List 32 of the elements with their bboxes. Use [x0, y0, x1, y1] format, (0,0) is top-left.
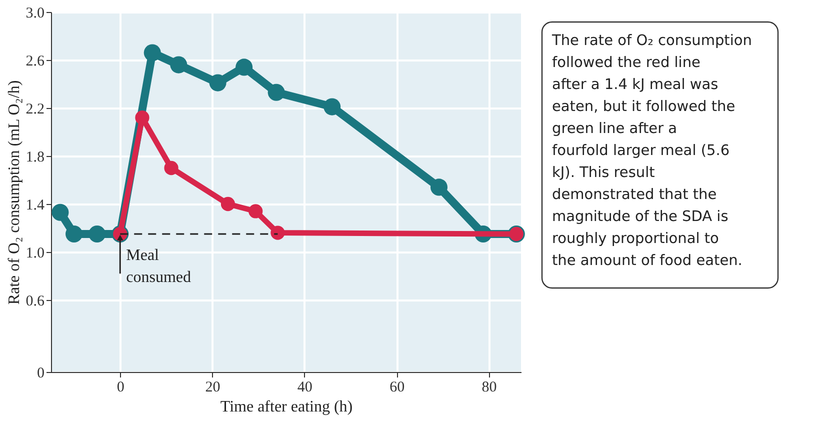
y-tick-label: 0	[37, 366, 44, 382]
x-tick-label: 80	[482, 380, 497, 396]
point	[52, 204, 69, 221]
text: The rate of O₂ consumption followed the red line after a 1.4 kJ meal was eaten, but it followed the green line after a fourfold larger meal (5.6 kJ). This result demonstrated that the magnitude of the SDA is roughly proportional to the amount of food eaten.	[552, 33, 752, 269]
x-tick-label: 20	[205, 380, 220, 396]
point	[170, 56, 188, 74]
point	[236, 58, 253, 76]
point	[164, 160, 178, 176]
y-tick-label: 1.0	[26, 246, 44, 262]
x-tick-label: 60	[390, 380, 405, 396]
x-tick-label: 0	[116, 380, 124, 396]
point	[209, 74, 226, 92]
y-axis-title: Rate of O₂ consumption (mL O₂/h)	[6, 80, 23, 305]
point	[144, 44, 161, 62]
y-tick-label: 1.4	[26, 198, 45, 214]
point	[220, 196, 236, 212]
point	[135, 110, 150, 125]
point	[248, 204, 263, 218]
y-tick-label: 3.0	[26, 6, 44, 22]
point	[324, 98, 341, 116]
y-tick-label: 1.8	[26, 150, 44, 166]
y-tick-label: 2.6	[26, 54, 45, 70]
point	[88, 226, 106, 242]
x-tick-label: 40	[297, 380, 312, 396]
point	[270, 226, 285, 240]
point	[268, 84, 285, 101]
y-tick-label: 0.6	[26, 294, 45, 310]
annotation: Meal consumed	[126, 247, 191, 286]
point	[430, 178, 448, 196]
x-axis-title: Time after eating (h)	[220, 398, 353, 416]
point	[66, 226, 83, 242]
y-tick-label: 2.2	[26, 102, 44, 118]
